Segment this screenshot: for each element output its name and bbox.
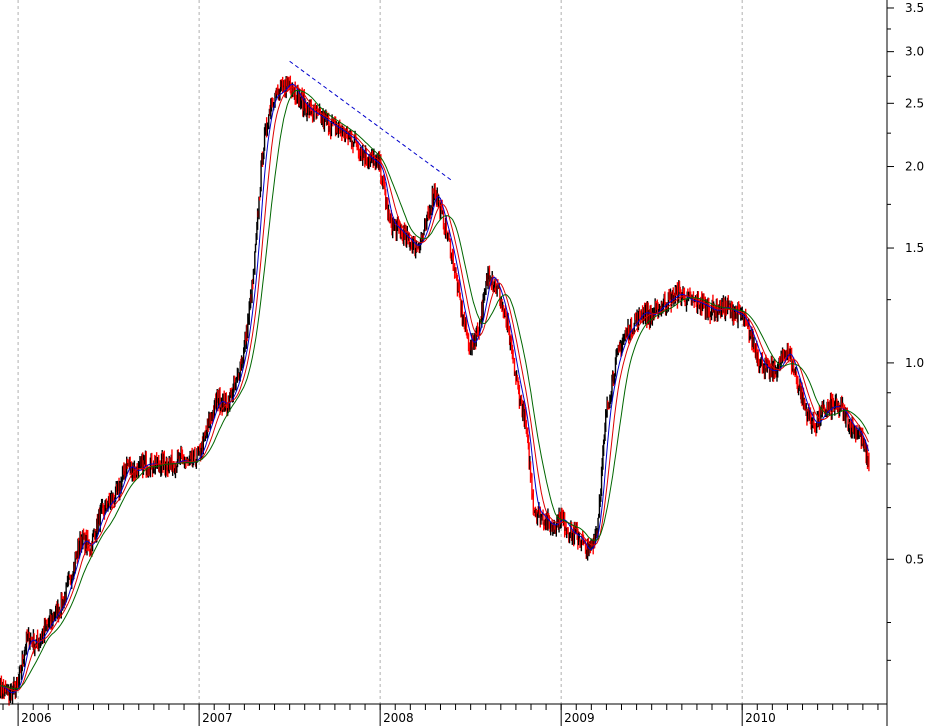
y-axis: 3.5 3.0 2.5 2.0 1.5 1.0 0.5: [886, 0, 924, 726]
y-tick-label: 1.0: [905, 356, 924, 370]
moving-average-line: [0, 90, 869, 690]
chart-series: [0, 60, 870, 706]
y-tick-label: 2.5: [905, 96, 924, 110]
y-tick-label: 2.0: [905, 160, 924, 174]
x-tick-label: 2008: [383, 711, 414, 725]
y-tick-label: 3.0: [905, 45, 924, 59]
x-tick-label: 2010: [745, 711, 776, 725]
x-tick-label: 2009: [564, 711, 595, 725]
trend-line: [289, 60, 453, 182]
moving-average-line: [0, 86, 869, 692]
y-tick-label: 1.5: [905, 241, 924, 255]
x-axis: 2006 2007 2008 2009 2010: [0, 703, 887, 726]
y-tick-label: 3.5: [905, 1, 924, 15]
y-tick-label: 0.5: [905, 552, 924, 566]
moving-average-line: [0, 83, 869, 694]
x-tick-label: 2007: [202, 711, 233, 725]
x-tick-label: 2006: [21, 711, 52, 725]
